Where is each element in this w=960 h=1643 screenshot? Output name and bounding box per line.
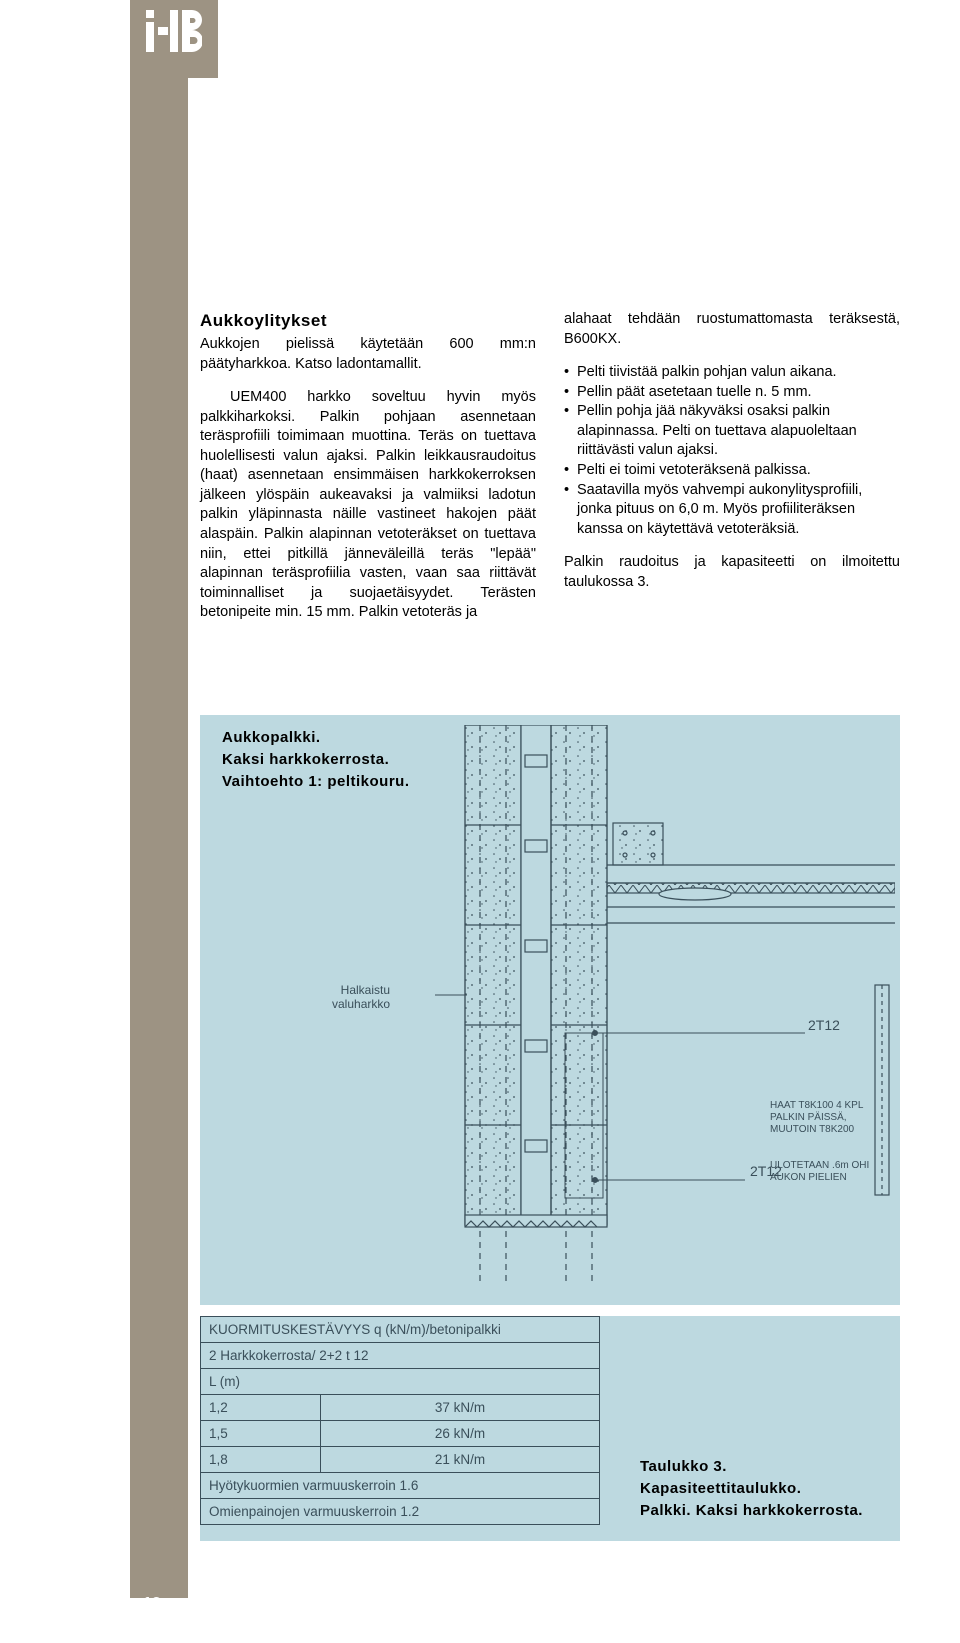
diagram-title-l1: Aukkopalkki. bbox=[222, 729, 321, 746]
left-paragraph-2: UEM400 harkko soveltuu hyvin myös palkki… bbox=[200, 388, 536, 623]
table-header-1: KUORMITUSKESTÄVYYS q (kN/m)/betonipalkki bbox=[201, 1317, 600, 1343]
diagram-title: Aukkopalkki. Kaksi harkkokerrosta. Vaiht… bbox=[222, 727, 410, 792]
bullet-list: Pelti tiivistää palkin pohjan valun aika… bbox=[564, 363, 900, 539]
diagram-title-l3: Vaihtoehto 1: peltikouru. bbox=[222, 773, 410, 790]
data-table: KUORMITUSKESTÄVYYS q (kN/m)/betonipalkki… bbox=[200, 1316, 600, 1541]
label-2t12-a: 2T12 bbox=[808, 1017, 840, 1034]
caption-l1: Taulukko 3. bbox=[640, 1458, 727, 1475]
label-ulotetaan: ULOTETAAN .6m OHIAUKON PIELIEN bbox=[770, 1160, 869, 1184]
page-number: 12 bbox=[143, 1595, 161, 1613]
table-panel: KUORMITUSKESTÄVYYS q (kN/m)/betonipalkki… bbox=[200, 1316, 900, 1541]
text-content: Aukkoylitykset Aukkojen pielissä käytetä… bbox=[200, 310, 900, 623]
left-column: Aukkoylitykset Aukkojen pielissä käytetä… bbox=[200, 310, 536, 623]
table-header-3: L (m) bbox=[201, 1369, 600, 1395]
label-halkaistu: Halkaistuvaluharkko bbox=[332, 983, 390, 1012]
bullet-item: Pelti ei toimi vetoteräksenä palkissa. bbox=[564, 461, 900, 481]
table-header-2: 2 Harkkokerrosta/ 2+2 t 12 bbox=[201, 1343, 600, 1369]
right-paragraph-1: alahaat tehdään ruostumattomasta teräkse… bbox=[564, 310, 900, 349]
bullet-item: Pelti tiivistää palkin pohjan valun aika… bbox=[564, 363, 900, 383]
bullet-item: Pellin päät asetetaan tuelle n. 5 mm. bbox=[564, 383, 900, 403]
cell: 1,2 bbox=[201, 1395, 321, 1421]
bullet-item: Saatavilla myös vahvempi aukonylitysprof… bbox=[564, 481, 900, 540]
cell: 21 kN/m bbox=[321, 1447, 600, 1473]
cell: 1,8 bbox=[201, 1447, 321, 1473]
table-footer-1: Hyötykuormien varmuuskerroin 1.6 bbox=[201, 1473, 600, 1499]
cell: 37 kN/m bbox=[321, 1395, 600, 1421]
table-caption: Taulukko 3. Kapasiteettitaulukko. Palkki… bbox=[600, 1316, 900, 1541]
right-column: alahaat tehdään ruostumattomasta teräkse… bbox=[564, 310, 900, 623]
logo-badge bbox=[130, 0, 218, 78]
diagram-title-l2: Kaksi harkkokerrosta. bbox=[222, 751, 389, 768]
logo-hb-icon bbox=[146, 10, 202, 52]
right-paragraph-2: Palkin raudoitus ja kapasiteetti on ilmo… bbox=[564, 553, 900, 592]
caption-l3: Palkki. Kaksi harkkokerrosta. bbox=[640, 1502, 863, 1519]
bullet-item: Pellin pohja jää näkyväksi osaksi palkin… bbox=[564, 402, 900, 461]
left-paragraph-1: Aukkojen pielissä käytetään 600 mm:n pää… bbox=[200, 335, 536, 374]
table-footer-2: Omienpainojen varmuuskerroin 1.2 bbox=[201, 1499, 600, 1525]
cell: 1,5 bbox=[201, 1421, 321, 1447]
diagram-panel: Aukkopalkki. Kaksi harkkokerrosta. Vaiht… bbox=[200, 715, 900, 1305]
label-haat: HAAT T8K100 4 KPLPALKIN PÄISSÄ,MUUTOIN T… bbox=[770, 1100, 863, 1136]
section-heading: Aukkoylitykset bbox=[200, 310, 536, 333]
caption-l2: Kapasiteettitaulukko. bbox=[640, 1480, 801, 1497]
cell: 26 kN/m bbox=[321, 1421, 600, 1447]
technical-drawing bbox=[435, 725, 895, 1285]
side-tab bbox=[130, 78, 188, 1598]
